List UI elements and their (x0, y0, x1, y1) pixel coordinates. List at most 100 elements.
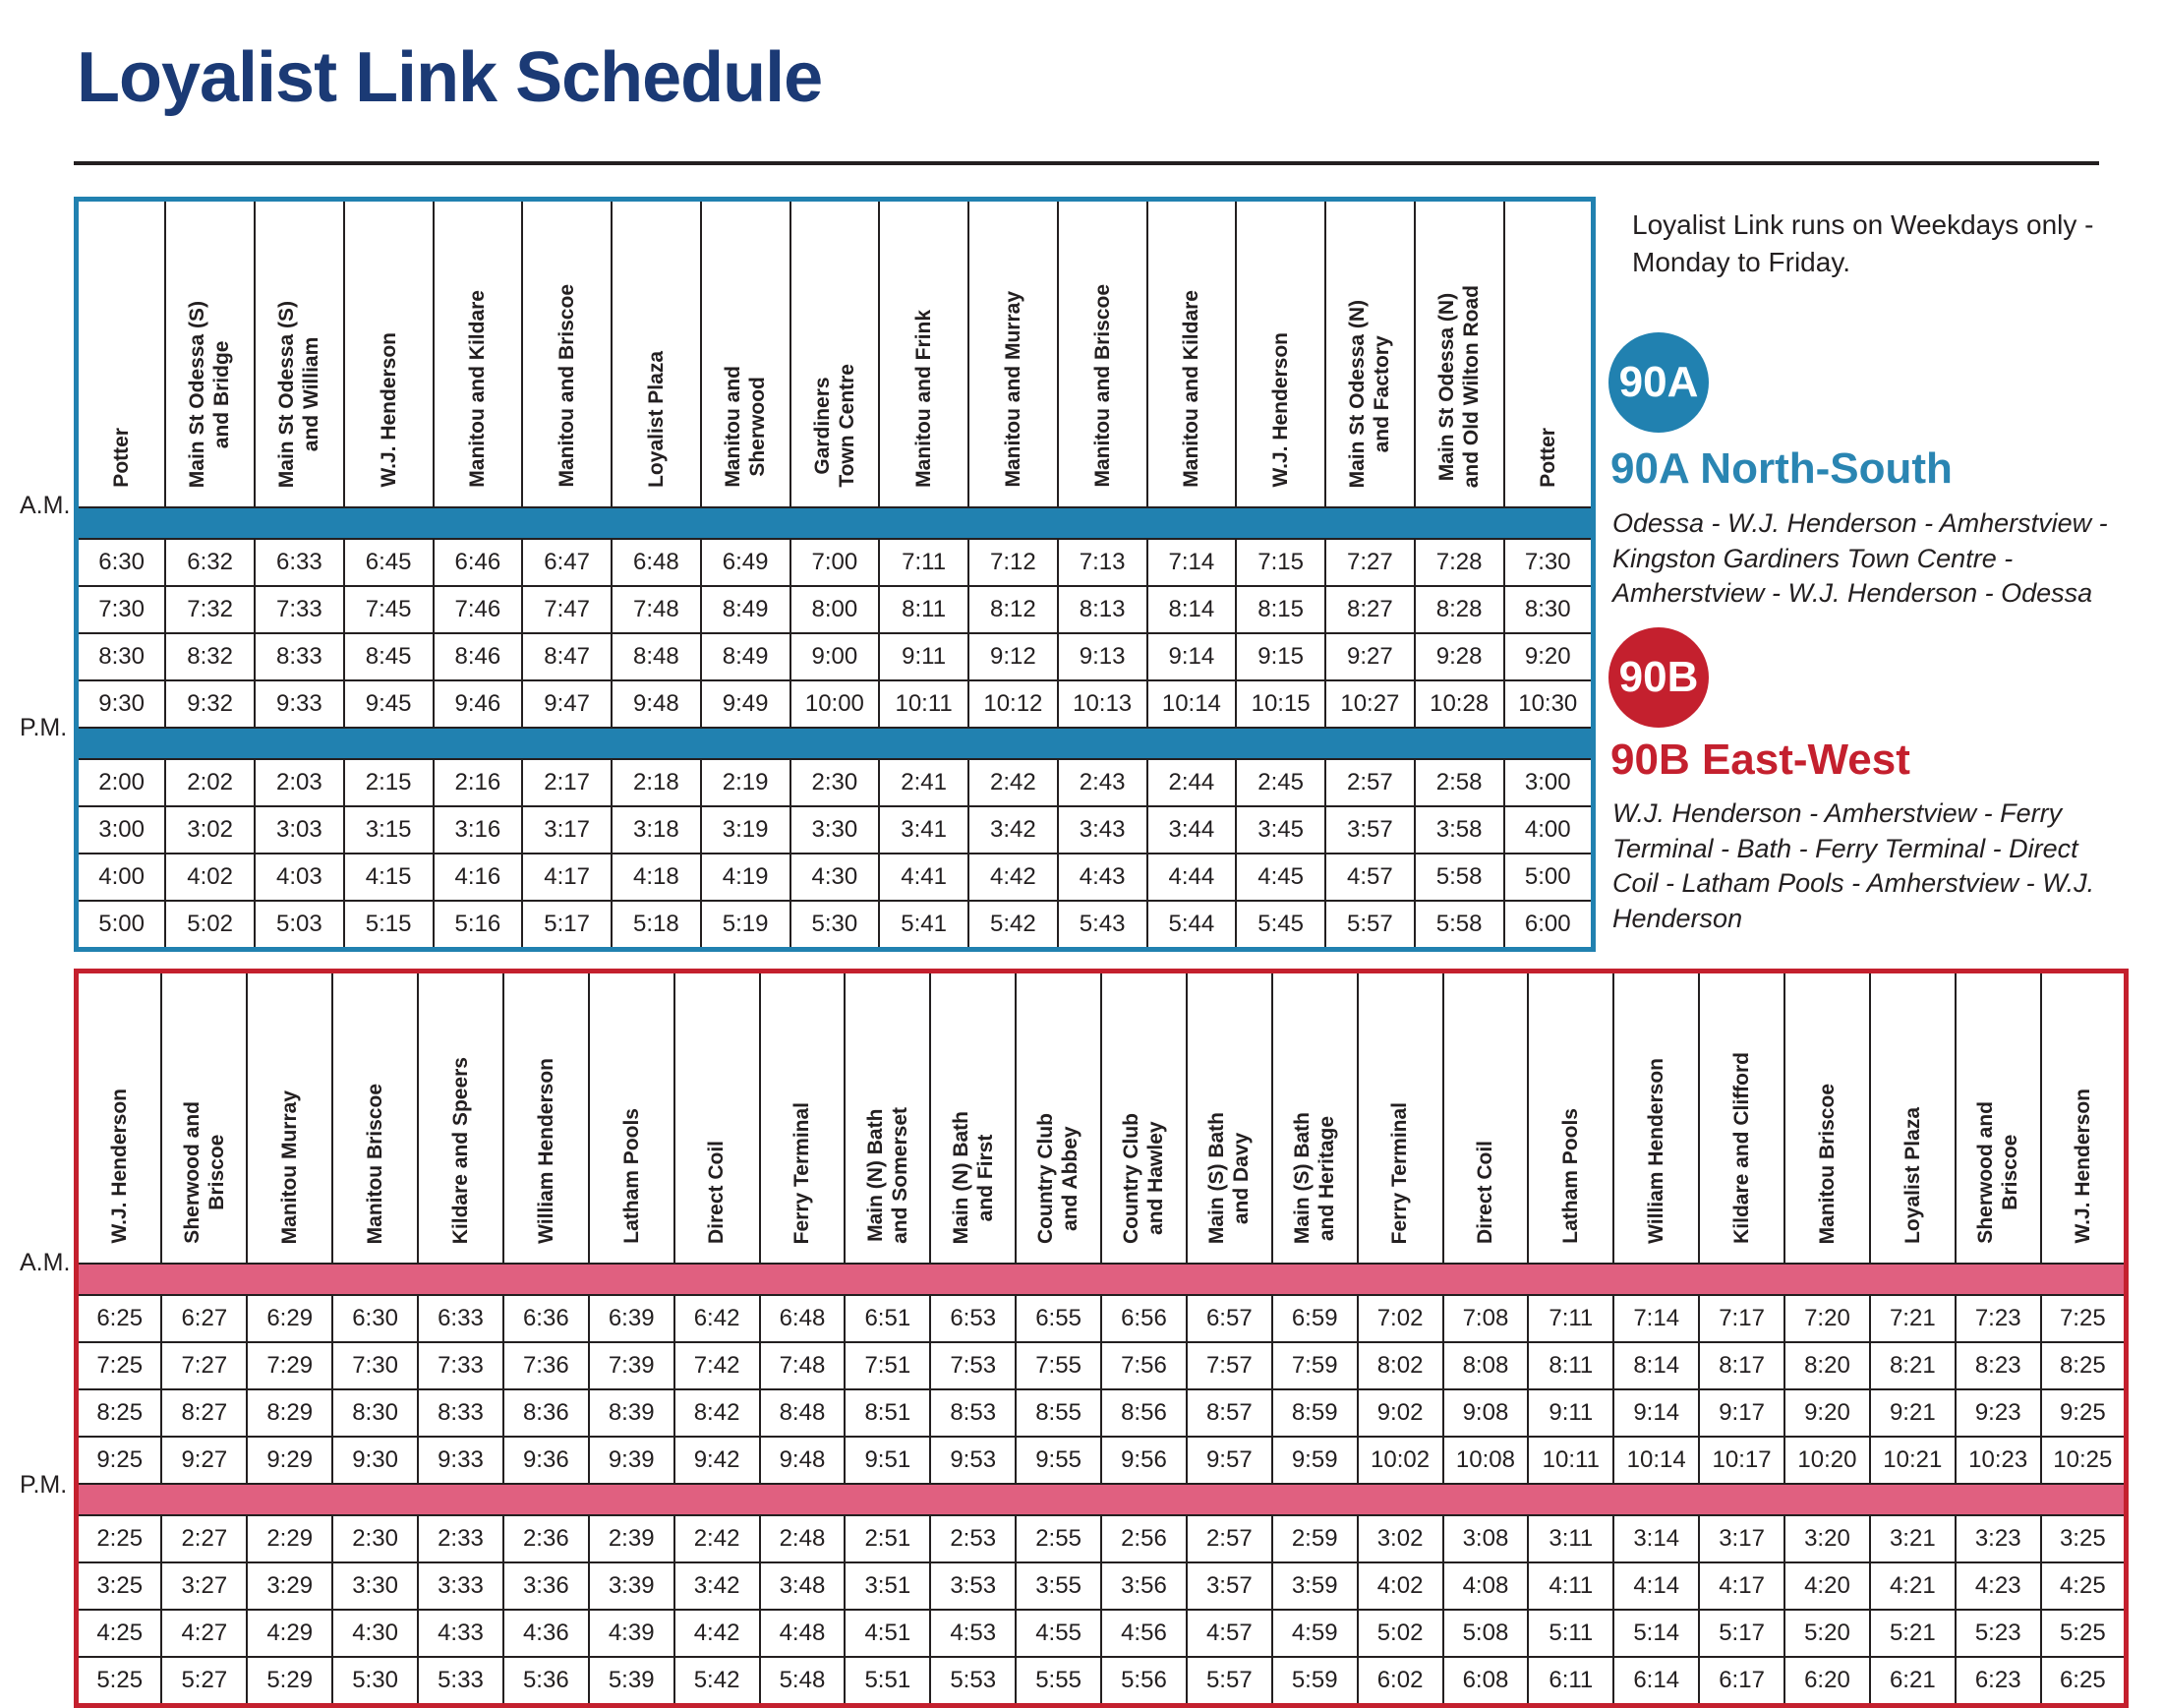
time-cell: 4:18 (611, 853, 702, 902)
time-cell: 9:15 (1235, 632, 1326, 681)
time-cell: 9:45 (342, 679, 435, 729)
time-cell: 6:30 (75, 538, 167, 587)
time-cell: 2:57 (1324, 758, 1416, 807)
stop-header: Manitou and Sherwood (699, 198, 791, 508)
time-cell: 9:28 (1413, 632, 1505, 681)
time-cell: 6:29 (246, 1294, 334, 1343)
time-row: 6:30 6:32 6:33 6:45 6:46 6:47 6:48 6:49 7:00 7:11… (75, 538, 1595, 587)
time-cell: 3:30 (331, 1561, 419, 1611)
time-cell: 2:42 (967, 758, 1059, 807)
time-cell: 3:44 (1145, 805, 1238, 854)
period-band (76, 1483, 2127, 1516)
time-cell: 2:55 (1015, 1514, 1102, 1563)
time-cell: 8:25 (75, 1388, 163, 1438)
time-cell: 8:56 (1100, 1388, 1188, 1438)
stop-header-label: Sherwood and Briscoe (1974, 1101, 2022, 1244)
stop-header: Potter (1502, 198, 1595, 508)
time-cell: 2:51 (844, 1514, 932, 1563)
time-cell: 3:29 (246, 1561, 334, 1611)
time-cell: 9:33 (417, 1436, 504, 1485)
period-band (76, 727, 1594, 760)
time-cell: 6:56 (1100, 1294, 1188, 1343)
time-cell: 3:30 (789, 805, 881, 854)
time-cell: 2:27 (160, 1514, 249, 1563)
time-cell: 6:20 (1783, 1656, 1871, 1707)
time-row: 3:25 3:27 3:29 3:30 3:33 3:36 3:39 3:42 3:48 3:51… (75, 1561, 2128, 1611)
stop-header: Latham Pools (587, 970, 675, 1265)
time-cell: 3:25 (2039, 1514, 2128, 1563)
time-cell: 8:45 (342, 632, 435, 681)
time-cell: 5:39 (587, 1656, 675, 1707)
time-cell: 3:48 (758, 1561, 847, 1611)
time-cell: 5:53 (929, 1656, 1018, 1707)
time-cell: 10:08 (1441, 1436, 1530, 1485)
time-cell: 3:42 (672, 1561, 761, 1611)
time-cell: 3:00 (1502, 758, 1595, 807)
time-cell: 2:41 (878, 758, 969, 807)
time-cell: 8:28 (1413, 585, 1505, 634)
time-cell: 7:55 (1015, 1341, 1102, 1390)
time-cell: 4:11 (1527, 1561, 1615, 1611)
time-row: 2:00 2:02 2:03 2:15 2:16 2:17 2:18 2:19 2:30 2:41… (75, 758, 1595, 807)
stop-header-label: Main St Odessa (N) and Old Wilton Road (1434, 284, 1484, 488)
time-cell: 8:30 (331, 1388, 419, 1438)
time-cell: 9:11 (878, 632, 969, 681)
time-cell: 9:48 (758, 1436, 847, 1485)
time-cell: 6:48 (611, 538, 702, 587)
time-cell: 9:59 (1270, 1436, 1359, 1485)
time-cell: 10:17 (1698, 1436, 1785, 1485)
stop-header-label: Loyalist Plaza (644, 351, 668, 488)
time-cell: 6:33 (417, 1294, 504, 1343)
route-90a-description: Odessa - W.J. Henderson - Amherstview - … (1612, 508, 2108, 609)
stop-header-label: Country Club and Abbey (1034, 1113, 1082, 1244)
time-cell: 5:21 (1868, 1609, 1957, 1658)
time-cell: 5:45 (1235, 900, 1326, 951)
time-cell: 7:59 (1270, 1341, 1359, 1390)
stop-header: Manitou and Murray (967, 198, 1059, 508)
page-title: Loyalist Link Schedule (77, 38, 823, 117)
time-cell: 9:30 (331, 1436, 419, 1485)
time-cell: 8:39 (587, 1388, 675, 1438)
time-cell: 3:25 (75, 1561, 163, 1611)
time-cell: 9:33 (254, 679, 345, 729)
time-cell: 2:18 (611, 758, 702, 807)
stop-header-label: Main (S) Bath and Davy (1205, 1111, 1254, 1244)
time-cell: 5:02 (164, 900, 256, 951)
stop-header-label: Manitou Murray (278, 1090, 302, 1244)
time-cell: 10:15 (1235, 679, 1326, 729)
time-cell: 4:51 (844, 1609, 932, 1658)
time-cell: 8:13 (1056, 585, 1148, 634)
time-cell: 5:11 (1527, 1609, 1615, 1658)
weekdays-note: Loyalist Link runs on Weekdays only - Mo… (1632, 209, 2094, 277)
time-cell: 3:36 (501, 1561, 590, 1611)
time-cell: 7:51 (844, 1341, 932, 1390)
time-cell: 4:23 (1954, 1561, 2042, 1611)
time-cell: 9:08 (1441, 1388, 1530, 1438)
stop-header-label: Potter (1536, 428, 1559, 488)
stop-header: W.J. Henderson (342, 198, 435, 508)
stop-header: Main (S) Bath and Heritage (1270, 970, 1359, 1265)
time-cell: 7:28 (1413, 538, 1505, 587)
time-cell: 3:57 (1185, 1561, 1273, 1611)
time-cell: 7:33 (254, 585, 345, 634)
time-cell: 3:33 (417, 1561, 504, 1611)
stop-header: Manitou and Frink (878, 198, 969, 508)
time-cell: 3:58 (1413, 805, 1505, 854)
period-band-fill (76, 506, 1594, 540)
time-cell: 5:18 (611, 900, 702, 951)
pm-label-90b: P.M. (20, 1471, 68, 1499)
time-cell: 4:30 (789, 853, 881, 902)
stop-header-label: Main St Odessa (S) and William (275, 300, 323, 488)
stop-header-label: Loyalist Plaza (1900, 1107, 1924, 1244)
stop-header-label: Manitou Briscoe (363, 1083, 386, 1244)
time-cell: 2:25 (75, 1514, 163, 1563)
time-cell: 7:33 (417, 1341, 504, 1390)
stop-header-label: Potter (110, 428, 134, 488)
time-cell: 4:02 (164, 853, 256, 902)
time-cell: 8:30 (1502, 585, 1595, 634)
time-cell: 6:17 (1698, 1656, 1785, 1707)
time-cell: 4:03 (254, 853, 345, 902)
stop-header-label: Main (S) Bath and Heritage (1291, 1111, 1339, 1244)
time-cell: 4:59 (1270, 1609, 1359, 1658)
time-cell: 4:25 (2039, 1561, 2128, 1611)
